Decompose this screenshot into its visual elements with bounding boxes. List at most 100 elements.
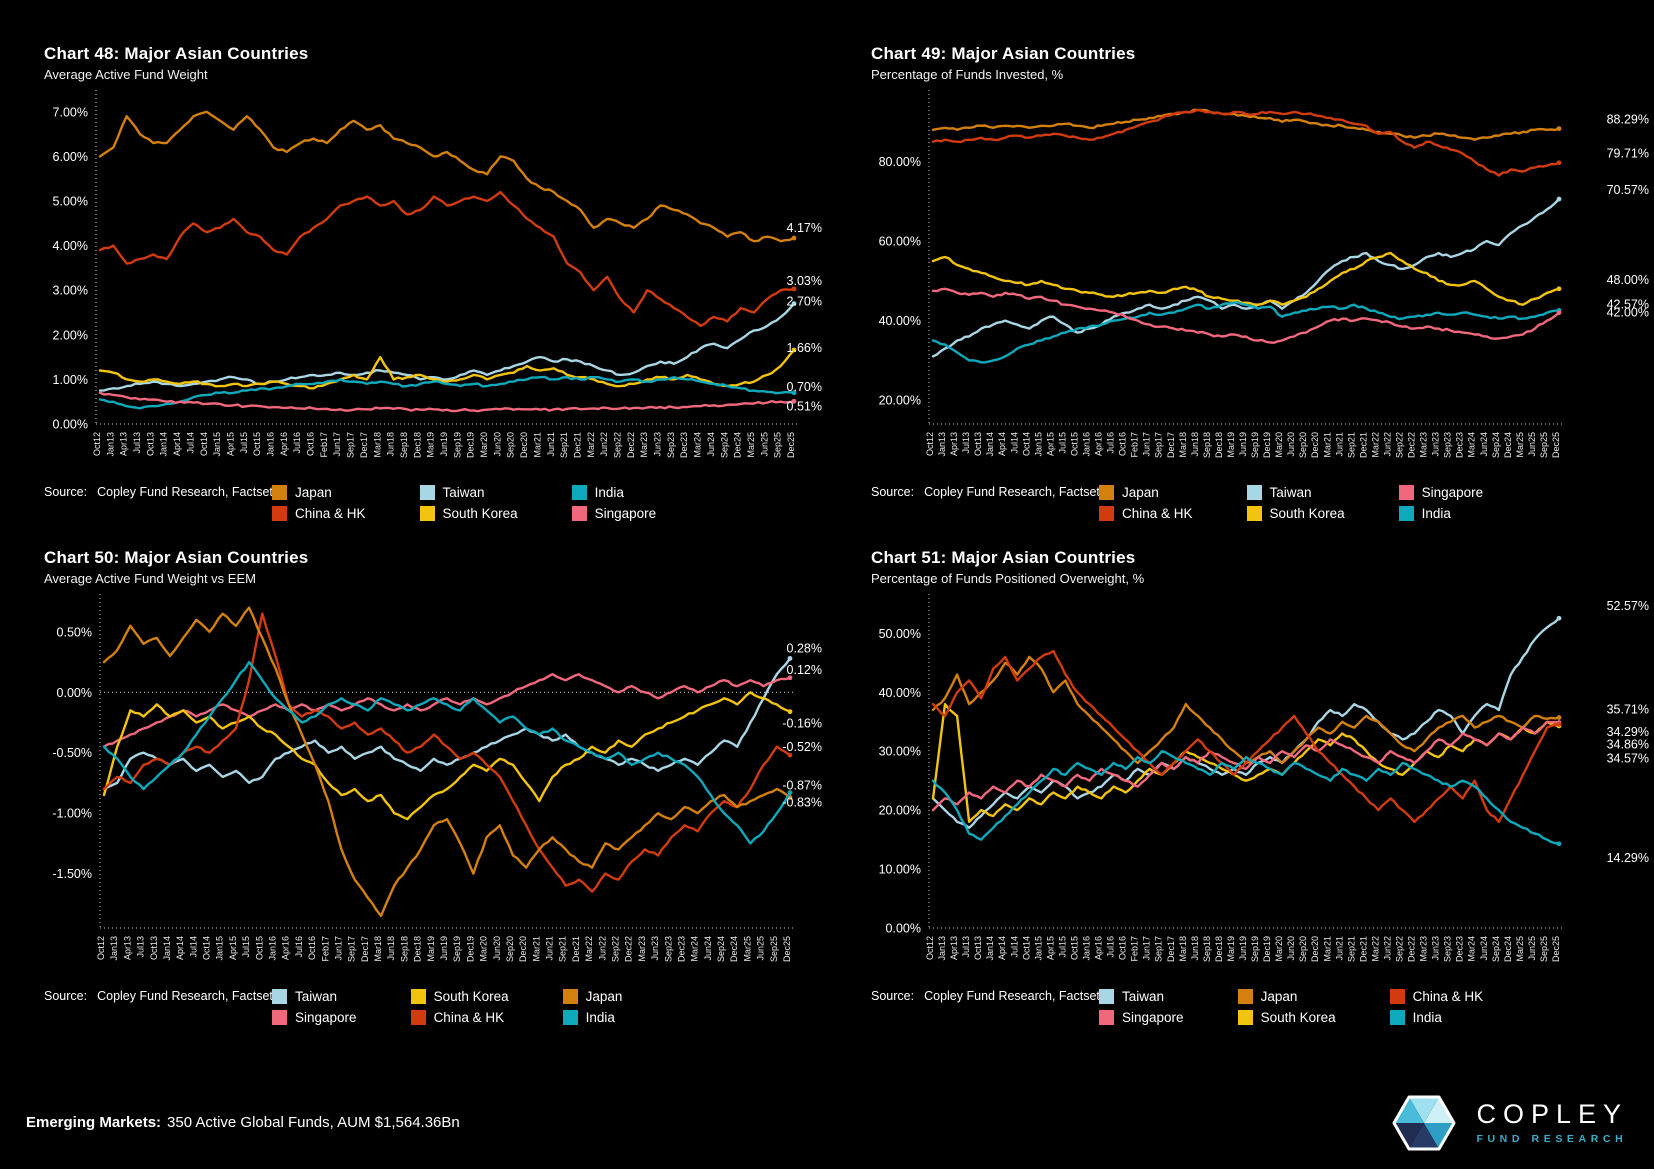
svg-text:Apr14: Apr14 (997, 432, 1007, 456)
svg-text:Jun18: Jun18 (386, 936, 396, 961)
legend-label: China & HK (1122, 506, 1193, 521)
svg-text:Dec18: Dec18 (1214, 432, 1224, 458)
legend-item-south-korea: South Korea (1246, 503, 1345, 524)
chart51-title: Chart 51: Major Asian Countries (871, 548, 1136, 567)
svg-text:Oct16: Oct16 (1118, 936, 1128, 960)
legend-label: Taiwan (1269, 485, 1312, 500)
legend-swatch-icon (272, 506, 287, 521)
svg-text:Jun23: Jun23 (1431, 936, 1441, 961)
svg-text:Mar19: Mar19 (426, 432, 436, 458)
legend-items: Japan China & HK Taiwan South Korea India Sin… (272, 482, 656, 524)
svg-text:Oct14: Oct14 (1021, 432, 1031, 456)
svg-text:Sep17: Sep17 (346, 432, 356, 458)
svg-text:Jul14: Jul14 (1009, 936, 1019, 958)
legend-swatch-icon (1246, 485, 1262, 500)
svg-text:Mar24: Mar24 (693, 432, 703, 458)
svg-text:Apr13: Apr13 (119, 432, 129, 456)
svg-text:Mar25: Mar25 (742, 936, 752, 962)
source-text: Copley Fund Research, Factset (97, 485, 273, 499)
svg-text:Dec17: Dec17 (360, 936, 370, 962)
legend-item-japan: Japan (272, 482, 366, 503)
svg-text:34.57%: 34.57% (1607, 751, 1649, 765)
svg-text:Mar20: Mar20 (479, 432, 489, 458)
svg-text:Oct13: Oct13 (149, 936, 159, 960)
legend-swatch-icon (1237, 1010, 1253, 1025)
svg-text:Sep18: Sep18 (399, 936, 409, 962)
svg-text:0.70%: 0.70% (787, 380, 822, 394)
legend-label: Japan (1260, 989, 1298, 1004)
svg-text:Oct13: Oct13 (973, 432, 983, 456)
svg-text:Jun25: Jun25 (1527, 936, 1537, 961)
svg-text:Jun20: Jun20 (492, 936, 502, 961)
svg-text:Mar25: Mar25 (1515, 432, 1525, 458)
svg-text:Jun22: Jun22 (1382, 936, 1392, 961)
svg-text:Sep18: Sep18 (1202, 936, 1212, 962)
source-note: Source: Copley Fund Research, Factset (871, 482, 1100, 499)
legend-item-singapore: Singapore (571, 503, 657, 524)
chart50-subtitle: Average Active Fund Weight vs EEM (44, 571, 256, 586)
svg-text:Apr13: Apr13 (122, 936, 132, 960)
legend-swatch-icon (410, 1010, 426, 1025)
legend-label: India (585, 1010, 615, 1025)
svg-text:Mar22: Mar22 (586, 432, 596, 458)
svg-text:0.12%: 0.12% (787, 663, 822, 677)
svg-text:Sep23: Sep23 (666, 432, 676, 458)
chart49-title: Chart 49: Major Asian Countries (871, 44, 1136, 63)
svg-text:Jan16: Jan16 (1082, 936, 1092, 961)
svg-text:3.03%: 3.03% (787, 274, 822, 288)
svg-text:Mar18: Mar18 (1178, 432, 1188, 458)
svg-text:2.00%: 2.00% (53, 328, 88, 342)
chart49-subtitle: Percentage of Funds Invested, % (871, 67, 1064, 82)
svg-text:Sep25: Sep25 (1539, 432, 1549, 458)
svg-text:52.57%: 52.57% (1607, 599, 1649, 613)
svg-text:Jun22: Jun22 (597, 936, 607, 961)
svg-text:Jan14: Jan14 (159, 432, 169, 457)
svg-text:Jan16: Jan16 (266, 432, 276, 457)
legend-label: Singapore (594, 506, 657, 521)
chart50-panel: Chart 50: Major Asian Countries Average … (0, 535, 827, 1070)
legend-label: South Korea (433, 989, 509, 1004)
svg-text:0.51%: 0.51% (787, 399, 822, 413)
svg-text:Dec21: Dec21 (571, 936, 581, 962)
svg-text:1.66%: 1.66% (787, 341, 822, 355)
svg-text:Sep24: Sep24 (719, 432, 729, 458)
svg-text:50.00%: 50.00% (879, 627, 921, 641)
svg-text:Sep21: Sep21 (1346, 936, 1356, 962)
legend-label: Japan (1122, 485, 1159, 500)
svg-text:Mar23: Mar23 (639, 432, 649, 458)
svg-text:Dec24: Dec24 (733, 432, 743, 458)
svg-text:0.00%: 0.00% (886, 922, 921, 936)
legend-item-china-hk: China & HK (410, 1007, 509, 1028)
legend-item-taiwan: Taiwan (1246, 482, 1345, 503)
svg-text:Oct15: Oct15 (1069, 936, 1079, 960)
svg-text:Jan15: Jan15 (215, 936, 225, 961)
legend-item-singapore: Singapore (1398, 482, 1483, 503)
svg-text:Dec25: Dec25 (1551, 936, 1561, 962)
svg-text:Oct16: Oct16 (1118, 432, 1128, 456)
svg-text:Jun21: Jun21 (1334, 936, 1344, 961)
svg-text:70.57%: 70.57% (1607, 183, 1649, 197)
source-text: Copley Fund Research, Factset (97, 989, 273, 1003)
svg-text:Dec22: Dec22 (626, 432, 636, 458)
svg-text:42.57%: 42.57% (1607, 297, 1649, 311)
legend-label: India (1412, 1010, 1442, 1025)
svg-text:Apr15: Apr15 (225, 432, 235, 456)
svg-text:34.86%: 34.86% (1607, 738, 1649, 752)
svg-text:Mar18: Mar18 (373, 936, 383, 962)
svg-text:Dec20: Dec20 (1310, 936, 1320, 962)
legend-swatch-icon (1398, 485, 1414, 500)
svg-text:Sep17: Sep17 (347, 936, 357, 962)
svg-text:Sep20: Sep20 (1298, 936, 1308, 962)
svg-text:Dec23: Dec23 (1455, 432, 1465, 458)
legend-item-india: India (571, 482, 657, 503)
svg-text:Mar25: Mar25 (746, 432, 756, 458)
legend-label: India (594, 485, 624, 500)
svg-text:Dec17: Dec17 (359, 432, 369, 458)
chart50-plot: 0.50%0.00%-0.50%-1.00%-1.50%Oct12 Jan13 Ap… (52, 594, 822, 962)
chart48-legend: Source: Copley Fund Research, Factset Jap… (44, 482, 827, 524)
svg-text:Jan16: Jan16 (268, 936, 278, 961)
svg-text:Jul14: Jul14 (1009, 432, 1019, 454)
svg-text:Dec22: Dec22 (1407, 936, 1417, 962)
svg-text:Jun25: Jun25 (756, 936, 766, 961)
svg-text:Mar18: Mar18 (372, 432, 382, 458)
